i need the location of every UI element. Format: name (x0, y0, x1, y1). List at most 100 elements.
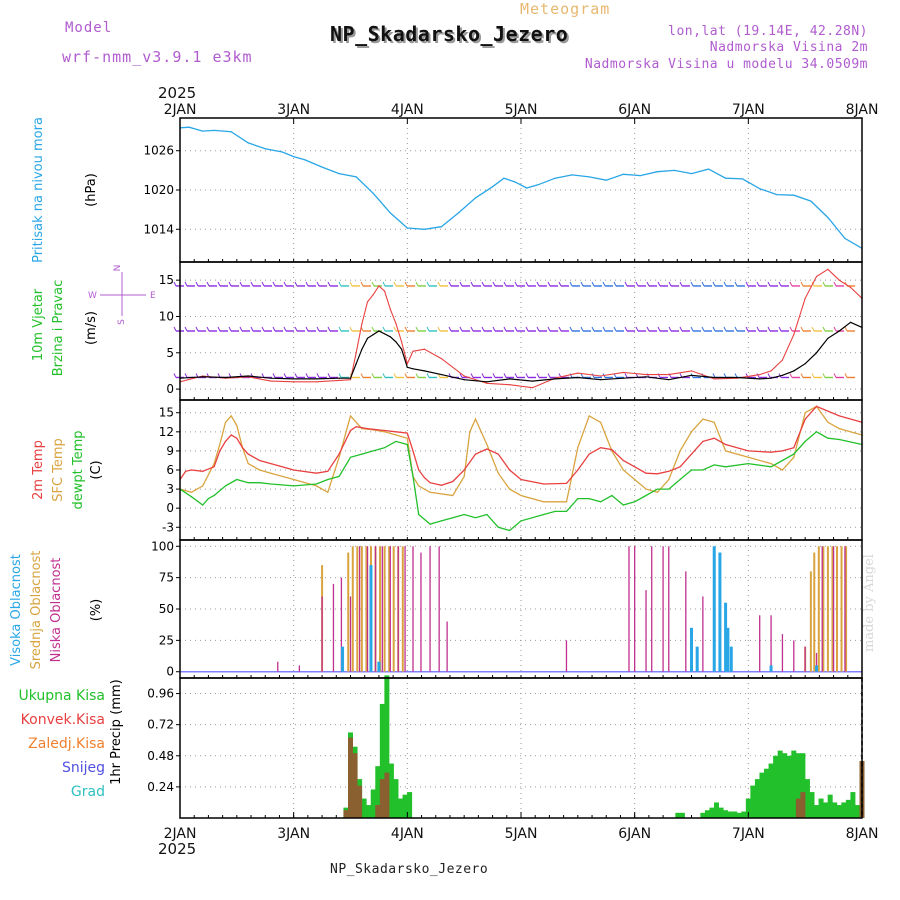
wind-gust-line-point (770, 370, 772, 372)
wind-barb-tick (272, 373, 276, 378)
cloud-bar (832, 546, 835, 672)
pressure-line-point (372, 192, 374, 194)
wind-barb-tick (536, 281, 540, 287)
precip-bar (741, 811, 747, 818)
cloud-bar (835, 546, 838, 672)
precip-axis-unit: (mm) (109, 679, 124, 714)
temp-2m-line-point (668, 470, 670, 472)
wind-barb-tick (624, 326, 628, 332)
precip-bar (723, 810, 729, 818)
cloud-bar (340, 577, 343, 672)
wind-barb-tick (525, 326, 529, 332)
temp-2m-line-point (372, 428, 374, 430)
wind-barb-tick (415, 373, 419, 378)
sfc-temp-line-point (247, 463, 249, 465)
footer-station-name: NP_Skadarsko_Jezero (330, 862, 489, 877)
wind-barb-tick (514, 326, 518, 332)
temp-2m-line-point (315, 472, 317, 474)
cloud-bar (822, 546, 825, 672)
model-elevation-readout: Nadmorska Visina u modelu 34.0509m (584, 57, 868, 72)
pressure-line-point (673, 169, 676, 171)
wind-barb-tick (371, 281, 375, 287)
cloud-bar (844, 546, 846, 672)
wind-gust-line-point (463, 375, 465, 377)
clouds-panel: 0 25 50 75 100 (151, 539, 863, 679)
wind-barb-tick (261, 326, 265, 332)
x-bottom-label: 7JAN (732, 826, 765, 842)
wind-barb-tick (305, 326, 309, 332)
sfc-temp-line-point (600, 421, 602, 423)
wind-gust-line-point (793, 334, 795, 336)
wind-barb-tick (701, 281, 705, 287)
wind-barb-tick (745, 281, 749, 287)
dewpt-temp-line-point (520, 520, 522, 522)
wind-barb-tick (569, 326, 573, 332)
wind-barb-tick (778, 326, 782, 332)
precip-bar (791, 750, 797, 818)
precip-bar (402, 794, 408, 818)
precip-bar (832, 802, 838, 818)
wind-barb-tick (250, 281, 254, 287)
pressure-line-point (355, 176, 357, 178)
wind-barb-tick (261, 373, 265, 378)
temp-2m-line-point (781, 450, 784, 452)
precip-bar (348, 737, 353, 818)
wind-barb-tick (547, 281, 551, 287)
temp-2m-line-point (259, 459, 261, 462)
x-bottom-label: 2JAN (164, 826, 197, 842)
pressure-line-point (793, 194, 795, 196)
precip-bar (700, 812, 706, 818)
wind-barb-tick (492, 373, 496, 378)
pressure-line-point (264, 148, 266, 150)
chart-title: NP_Skadarsko_Jezero (330, 22, 569, 46)
wind-barb-tick (756, 373, 760, 378)
wind-barb-tick (833, 373, 837, 378)
precip-bar (782, 753, 788, 818)
pressure-line-point (571, 174, 573, 176)
wind-gust-line-point (440, 358, 442, 360)
wind-barb-tick (316, 326, 320, 332)
dewpt-temp-line-point (452, 517, 454, 519)
temp-2m-line-point (224, 440, 227, 442)
wind-barb-tick (657, 326, 661, 332)
wind-gust-line-point (509, 384, 511, 386)
wind-barb-tick (712, 373, 716, 378)
wind-barb-tick (811, 326, 815, 332)
cloud-bar (702, 596, 704, 672)
temp-2m-line-point (634, 466, 636, 468)
wind-barb-tick (591, 326, 595, 332)
wind-barb-tick (206, 326, 210, 332)
wind-barb-tick (613, 326, 617, 332)
precip-bar (343, 810, 349, 818)
sfc-temp-line-point (384, 431, 386, 433)
precip-bar (384, 675, 390, 818)
dewpt-temp-line-point (577, 498, 579, 500)
cloud-bar (377, 661, 381, 672)
y-tick-label: 25 (159, 633, 174, 647)
precip-bar (379, 703, 385, 818)
coordinates-readout: lon,lat (19.14E, 42.28N) (668, 24, 868, 39)
wind-barb-tick (580, 373, 584, 378)
wind-barb-tick (789, 373, 793, 378)
wind-barb-tick (569, 373, 573, 378)
wind-barb-tick (382, 373, 386, 378)
temp-2m-line-point (622, 459, 624, 462)
wind-barb-tick (723, 373, 727, 378)
wind-barb-tick (459, 373, 463, 378)
wind-barb-tick (382, 326, 386, 332)
cloud-bar (298, 665, 300, 672)
precip-bar (777, 750, 783, 818)
wind-gust-line-point (600, 375, 602, 377)
sfc-temp-line-point (702, 418, 704, 420)
cloud-bar (365, 546, 368, 672)
precip-bar (407, 792, 413, 818)
precip-bar (357, 785, 363, 818)
dewpt-temp-line-point (270, 483, 272, 485)
wind-axis-title: 10m Vjetar (31, 288, 46, 361)
sfc-temp-line-point (645, 488, 647, 490)
dewpt-temp-line-point (554, 510, 556, 512)
wind-gust-line-point (690, 370, 693, 372)
pressure-line-point (188, 126, 190, 128)
wind-barb-tick (437, 281, 441, 287)
precip-bar (714, 802, 720, 818)
